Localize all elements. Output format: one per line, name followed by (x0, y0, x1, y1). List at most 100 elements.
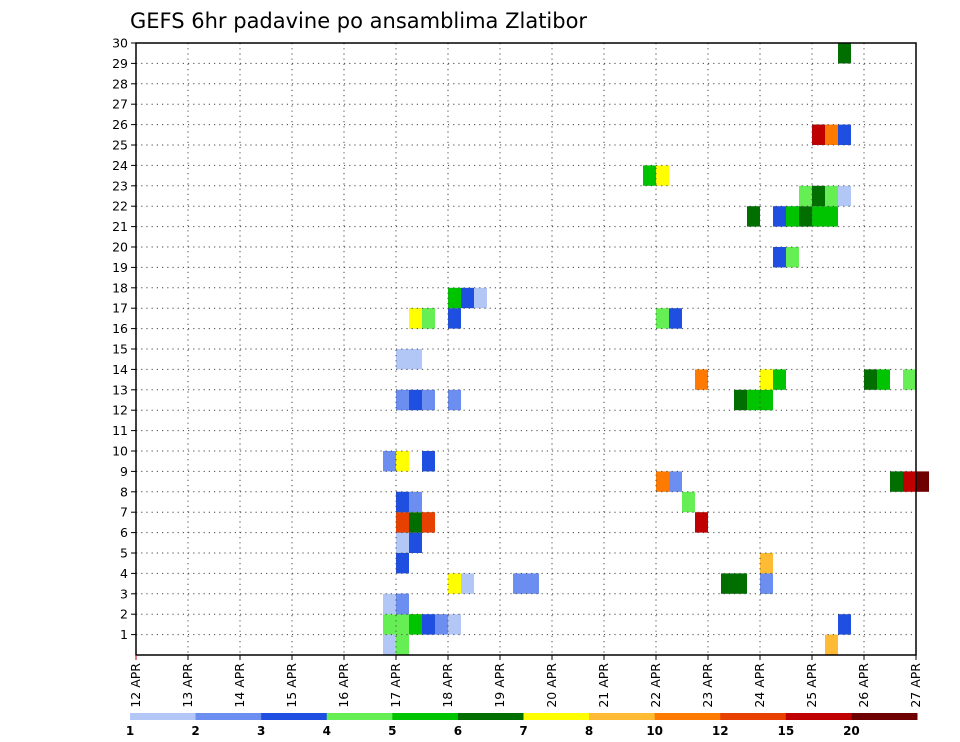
heatmap-cell (734, 389, 747, 411)
y-tick-label: 22 (112, 199, 128, 214)
colorbar-segment (720, 713, 787, 720)
heatmap-cell (903, 369, 916, 390)
colorbar-segment (326, 713, 393, 720)
colorbar-label: 12 (712, 724, 729, 738)
heatmap-cell (396, 593, 409, 615)
y-tick-label: 17 (112, 301, 128, 316)
colorbar-segment (130, 713, 197, 720)
colorbar-label: 1 (126, 724, 134, 738)
heatmap-cell (747, 206, 760, 227)
heatmap-cell (825, 634, 838, 655)
heatmap-cell (409, 491, 422, 513)
colorbar-segment (654, 713, 721, 720)
colorbar-label: 6 (454, 724, 462, 738)
x-tick-label: 18 APR (440, 663, 455, 708)
heatmap-cell (656, 471, 669, 492)
y-tick-label: 29 (112, 56, 128, 71)
colorbar-segment (523, 713, 590, 720)
y-tick-label: 23 (112, 178, 128, 193)
y-tick-label: 7 (120, 505, 128, 520)
heatmap-cell (383, 451, 396, 472)
heatmap-cell (890, 471, 903, 492)
heatmap-cell (383, 614, 396, 635)
heatmap-cell (760, 553, 773, 574)
y-tick-label: 28 (112, 76, 128, 91)
y-tick-label: 2 (120, 607, 128, 622)
y-tick-label: 3 (120, 586, 128, 601)
y-tick-label: 30 (112, 36, 128, 51)
heatmap-cell (721, 573, 734, 594)
heatmap-cell (812, 124, 825, 145)
colorbar-label: 8 (585, 724, 593, 738)
y-tick-label: 14 (112, 362, 128, 377)
heatmap-cell (838, 185, 851, 207)
heatmap-cell (916, 471, 929, 492)
heatmap-cell (786, 206, 799, 227)
y-tick-label: 1 (120, 627, 128, 642)
y-tick-label: 25 (112, 138, 128, 153)
x-tick-label: 23 APR (700, 663, 715, 708)
heatmap-cell (409, 614, 422, 635)
cells-layer (383, 43, 929, 655)
heatmap-cell (461, 287, 474, 309)
y-tick-label: 27 (112, 97, 128, 112)
x-tick-label: 14 APR (232, 663, 247, 708)
y-tick-label: 21 (112, 219, 128, 234)
heatmap-cell (695, 512, 708, 533)
heatmap-cell (526, 573, 539, 594)
y-tick-label: 6 (120, 525, 128, 540)
colorbar-label: 4 (323, 724, 331, 738)
heatmap-cell (513, 573, 526, 594)
heatmap-cell (825, 206, 838, 227)
x-tick-label: 22 APR (648, 663, 663, 708)
heatmap-cell (396, 451, 409, 472)
heatmap-cell (448, 614, 461, 635)
heatmap-cell (448, 573, 461, 594)
colorbar-label: 15 (777, 724, 794, 738)
heatmap-cell (396, 553, 409, 574)
y-tick-label: 20 (112, 240, 128, 255)
x-tick-label: 24 APR (752, 663, 767, 708)
colorbar-label: 3 (257, 724, 265, 738)
colorbar-segment (589, 713, 656, 720)
colorbar-label: 2 (191, 724, 199, 738)
heatmap-cell (383, 634, 396, 655)
colorbar-segment (261, 713, 328, 720)
heatmap-cell (682, 491, 695, 513)
heatmap-cell (747, 389, 760, 411)
y-tick-label: 15 (112, 342, 128, 357)
y-tick-label: 9 (120, 464, 128, 479)
heatmap-cell (812, 206, 825, 227)
colorbar-label: 5 (388, 724, 396, 738)
heatmap-cell (409, 308, 422, 329)
heatmap-cell (396, 634, 409, 655)
heatmap-cell (409, 389, 422, 411)
heatmap-cell (773, 206, 786, 227)
heatmap-cell (695, 369, 708, 390)
heatmap-cell (838, 614, 851, 635)
heatmap-cell (396, 349, 409, 370)
heatmap-cell (786, 247, 799, 268)
x-tick-label: 16 APR (336, 663, 351, 708)
heatmap-cell (825, 185, 838, 207)
y-tick-label: 13 (112, 382, 128, 397)
colorbar-segment (457, 713, 524, 720)
heatmap-cell (656, 308, 669, 329)
y-tick-label: 4 (120, 566, 128, 581)
heatmap-cell (825, 124, 838, 145)
colorbar-segment (195, 713, 262, 720)
heatmap-cell (422, 451, 435, 472)
heatmap-cell (760, 573, 773, 594)
heatmap-cell (877, 369, 890, 390)
heatmap-cell (409, 349, 422, 370)
heatmap-cell (422, 512, 435, 533)
heatmap-cell (461, 573, 474, 594)
heatmap-cell (864, 369, 877, 390)
heatmap-cell (435, 614, 448, 635)
colorbar-label: 20 (843, 724, 860, 738)
y-tick-label: 18 (112, 280, 128, 295)
colorbar-segment (392, 713, 459, 720)
heatmap-cell (643, 165, 656, 186)
heatmap-cell (422, 389, 435, 411)
